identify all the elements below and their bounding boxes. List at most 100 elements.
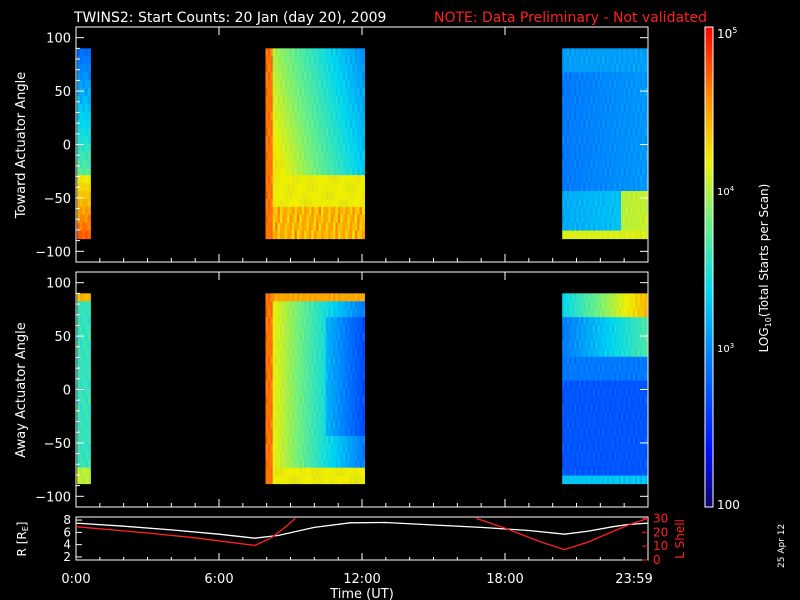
away-heat-cell [628,325,631,334]
away-heat-cell [275,380,279,390]
away-heat-cell [275,301,279,310]
toward-heat-cell [613,111,617,121]
toward-heat-cell [325,206,329,216]
away-heat-cell [294,404,298,413]
away-heat-cell [623,443,627,453]
toward-heat-cell [595,159,599,168]
away-heat-cell [87,396,91,405]
toward-heat-cell [320,48,324,57]
toward-heat-cell [82,87,86,97]
toward-heat-cell [604,151,608,160]
away-heat-cell [357,301,361,310]
away-heat-cell [340,396,344,405]
away-heat-cell [573,396,577,405]
toward-heat-cell [590,103,594,113]
toward-heat-cell [347,119,351,129]
away-heat-cell [564,451,568,461]
toward-heat-cell [628,198,631,208]
toward-heat-cell [361,111,365,121]
away-heat-cell [585,301,589,310]
toward-heat-cell [320,143,324,152]
toward-heat-cell [566,80,570,89]
away-heat-cell [306,372,310,382]
away-heat-cell [328,388,332,397]
toward-heat-cell [267,206,271,216]
toward-heat-cell [625,230,629,240]
toward-heat-cell [345,214,349,224]
away-heat-cell [301,459,305,469]
toward-heat-cell [606,151,610,160]
away-heat-cell [588,443,591,453]
colorbar-label-sub: 10 [764,317,773,327]
toward-heat-cell [625,56,629,65]
away-heat-cell [323,348,327,358]
toward-heat-cell [270,190,274,200]
away-heat-cell [325,380,329,390]
away-heat-cell [573,325,577,334]
toward-heat-cell [265,95,269,105]
away-heat-cell [352,325,356,334]
toward-heat-cell [347,80,351,89]
toward-heat-cell [289,214,293,224]
away-heat-cell [616,451,620,461]
toward-heat-cell [569,87,573,97]
away-heat-cell [345,293,349,302]
away-heat-cell [316,459,320,469]
toward-heat-cell [571,206,575,216]
toward-heat-cell [311,183,315,192]
toward-heat-cell [333,64,337,73]
away-heat-cell [347,301,351,310]
away-heat-cell [77,412,81,421]
away-heat-cell [279,420,283,429]
away-heat-cell [335,340,339,350]
away-heat-cell [349,293,353,302]
toward-heat-cell [564,230,568,240]
toward-heat-cell [564,87,568,97]
toward-heat-cell [359,214,363,224]
toward-heat-cell [77,119,81,129]
toward-heat-cell [87,95,91,105]
toward-heat-cell [625,167,629,176]
toward-heat-cell [609,143,613,152]
away-heat-cell [595,356,599,366]
toward-heat-cell [585,64,589,73]
away-heat-cell [292,404,296,413]
toward-heat-cell [79,143,84,152]
toward-heat-cell [620,175,624,184]
toward-heat-cell [270,119,274,129]
toward-heat-cell [359,87,363,97]
toward-heat-cell [292,103,296,113]
toward-heat-cell [562,87,566,97]
away-heat-cell [630,388,634,397]
toward-heat-cell [562,190,566,200]
toward-heat-cell [330,175,334,184]
away-heat-cell [340,467,344,477]
toward-heat-cell [279,230,283,240]
toward-heat-cell [77,206,81,216]
away-heat-cell [318,467,322,477]
away-heat-cell [277,348,281,358]
away-heat-cell [335,475,339,485]
toward-heat-cell [289,143,293,152]
away-heat-cell [352,356,356,366]
away-heat-cell [625,317,629,326]
away-heat-cell [308,293,312,302]
away-heat-cell [639,293,643,302]
toward-heat-cell [316,103,320,113]
toward-heat-cell [562,72,566,81]
toward-heat-cell [630,127,634,137]
away-heat-cell [328,435,332,445]
away-heat-cell [304,325,308,334]
toward-heat-cell [311,190,315,200]
toward-heat-cell [632,56,636,65]
toward-heat-cell [296,119,300,129]
toward-heat-cell [354,159,358,168]
away-heat-cell [618,388,622,397]
away-heat-cell [308,412,312,421]
toward-heat-cell [347,72,351,81]
toward-heat-cell [630,167,634,176]
away-heat-cell [642,332,646,342]
away-heat-cell [292,372,296,382]
away-heat-cell [606,293,610,302]
toward-heat-cell [576,230,580,240]
